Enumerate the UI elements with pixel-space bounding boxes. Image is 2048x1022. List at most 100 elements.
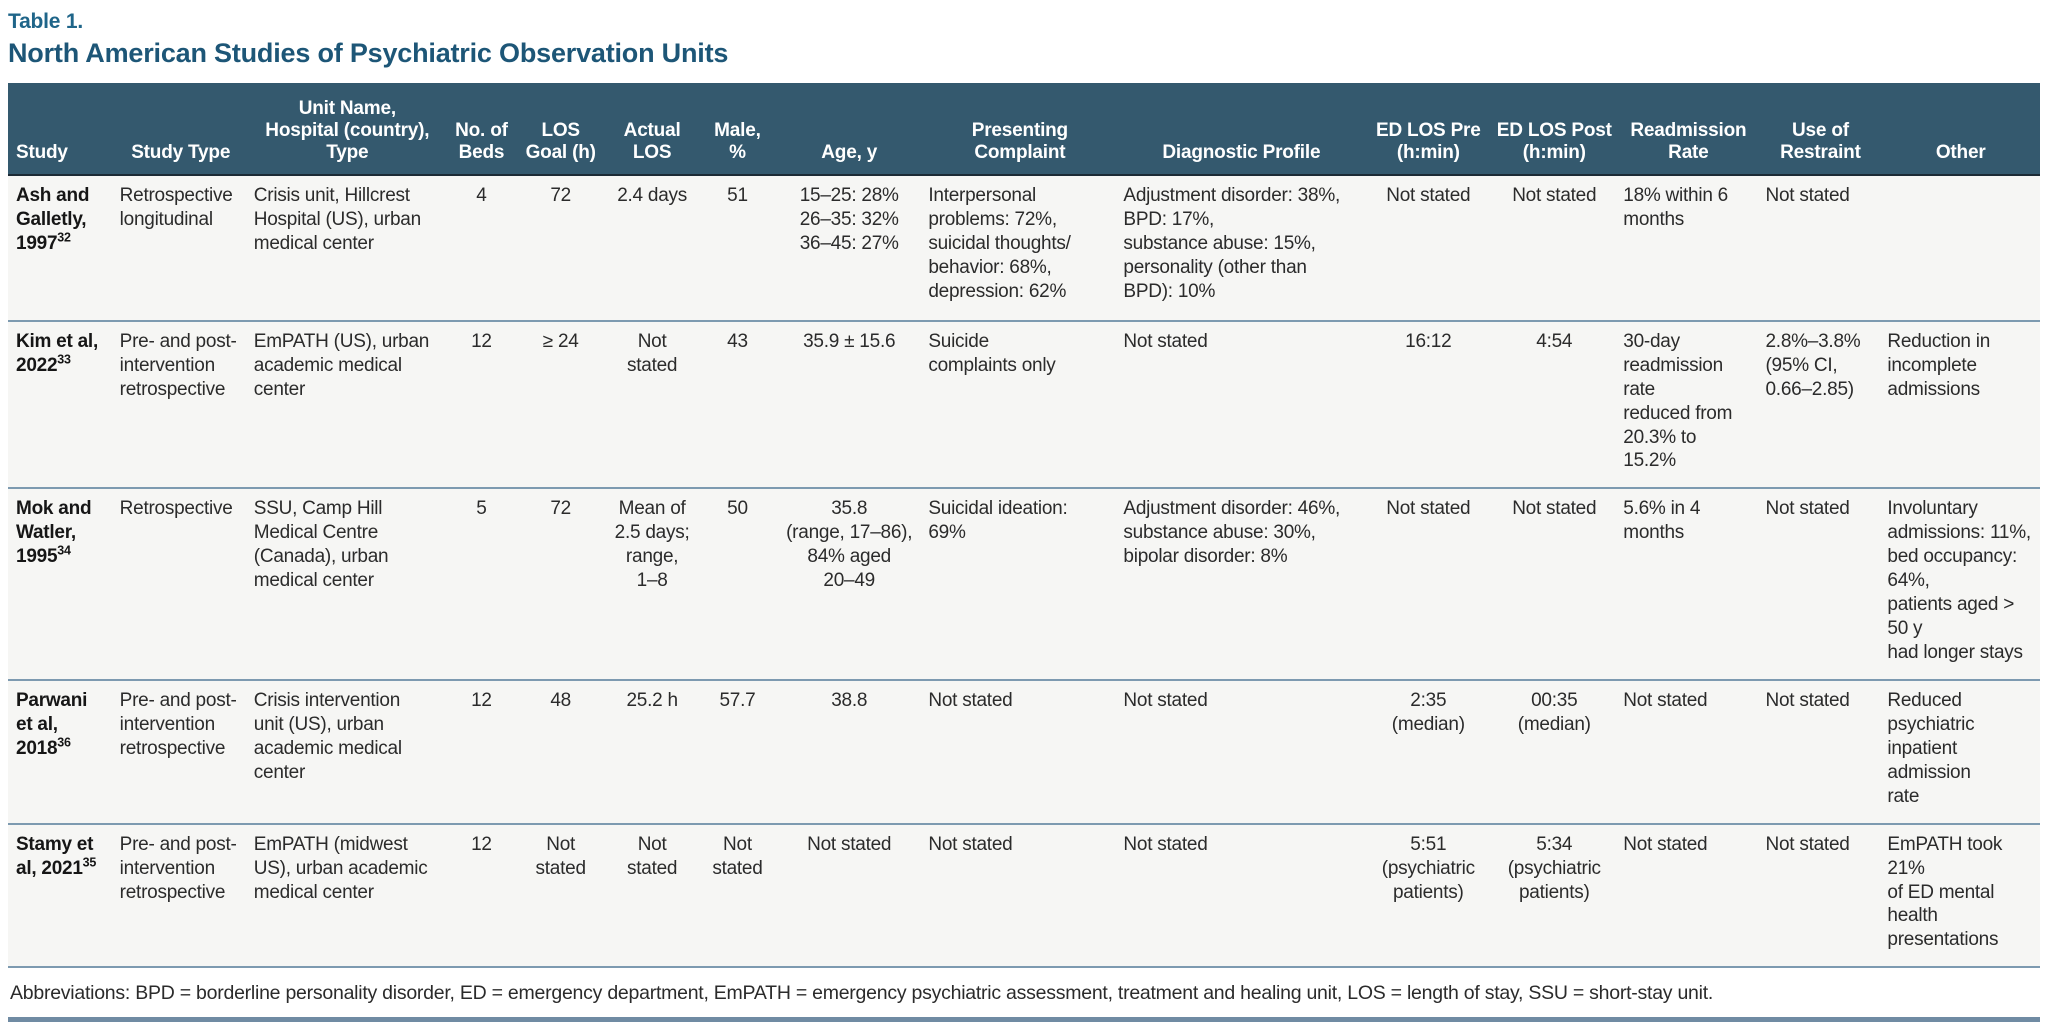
header-cell-type: Study Type: [113, 82, 248, 175]
cell-readmission: Not stated: [1617, 822, 1760, 969]
reference-superscript: 36: [57, 735, 71, 750]
cell-restraint: Not stated: [1759, 487, 1882, 680]
header-cell-beds: No. of Beds: [446, 82, 516, 175]
reference-superscript: 34: [57, 543, 71, 558]
cell-post: Not stated: [1491, 487, 1618, 680]
cell-post: 00:35 (median): [1491, 678, 1618, 824]
studies-table: Study Study Type Unit Name, Hospital (coun…: [8, 82, 2040, 969]
cell-goal: ≥ 24: [515, 319, 606, 489]
table-row: Parwani et al, 201836 Pre- and post- inte…: [8, 678, 2040, 824]
table-header: Study Study Type Unit Name, Hospital (coun…: [8, 82, 2040, 175]
header-cell-male: Male, %: [698, 82, 777, 175]
cell-diagnostic: Adjustment disorder: 46%, substance abus…: [1117, 487, 1366, 680]
cell-readmission: Not stated: [1617, 678, 1760, 824]
cell-male: 50: [698, 487, 777, 680]
abbreviations-note: Abbreviations: BPD = borderline personal…: [8, 982, 2040, 1022]
cell-study: Parwani et al, 201836: [8, 678, 114, 824]
cell-age: 15–25: 28% 26–35: 32% 36–45: 27%: [776, 173, 923, 321]
cell-readmission: 5.6% in 4 months: [1617, 487, 1760, 680]
cell-restraint: Not stated: [1759, 678, 1882, 824]
reference-superscript: 33: [57, 352, 71, 367]
cell-age: 38.8: [776, 678, 923, 824]
cell-goal: 72: [515, 487, 606, 680]
cell-unit: Crisis unit, Hillcrest Hospital (US), ur…: [247, 173, 447, 321]
cell-restraint: Not stated: [1759, 173, 1882, 321]
cell-age: 35.8 (range, 17–86), 84% aged 20–49: [776, 487, 923, 680]
table-row: Stamy et al, 202135 Pre- and post- interv…: [8, 822, 2040, 969]
cell-study: Mok and Watler, 199534: [8, 487, 114, 680]
cell-goal: 72: [515, 173, 606, 321]
cell-pre: 5:51 (psychiatric patients): [1365, 822, 1492, 969]
header-cell-unit: Unit Name, Hospital (country), Type: [247, 82, 447, 175]
cell-actual: Mean of 2.5 days; range, 1–8: [605, 487, 699, 680]
cell-pre: Not stated: [1365, 173, 1492, 321]
header-cell-age: Age, y: [776, 82, 923, 175]
cell-other: Reduction in incomplete admissions: [1881, 319, 2040, 489]
cell-actual: Not stated: [605, 822, 699, 969]
header-cell-study: Study: [8, 82, 114, 175]
cell-goal: Not stated: [515, 822, 606, 969]
cell-unit: Crisis intervention unit (US), urban aca…: [247, 678, 447, 824]
cell-beds: 12: [446, 319, 516, 489]
cell-other: Reduced psychiatric inpatient admission …: [1881, 678, 2040, 824]
cell-age: 35.9 ± 15.6: [776, 319, 923, 489]
cell-study: Stamy et al, 202135: [8, 822, 114, 969]
reference-superscript: 35: [82, 855, 97, 870]
cell-beds: 12: [446, 822, 516, 969]
cell-actual: 2.4 days: [605, 173, 699, 321]
cell-type: Retrospective: [113, 487, 248, 680]
cell-other: Involuntary admissions: 11%, bed occupan…: [1881, 487, 2040, 680]
header-cell-presenting: Presenting Complaint: [922, 82, 1118, 175]
cell-male: 57.7: [698, 678, 777, 824]
cell-diagnostic: Adjustment disorder: 38%, BPD: 17%, subs…: [1117, 173, 1366, 321]
table-row: Ash and Galletly, 199732 Retrospective lo…: [8, 173, 2040, 321]
cell-type: Pre- and post- intervention retrospectiv…: [113, 678, 248, 824]
cell-other: [1881, 173, 2040, 321]
cell-restraint: Not stated: [1759, 822, 1882, 969]
table-body: Ash and Galletly, 199732 Retrospective lo…: [8, 173, 2040, 969]
page-title: North American Studies of Psychiatric Ob…: [8, 38, 729, 69]
cell-age: Not stated: [776, 822, 923, 969]
cell-presenting: Suicide complaints only: [922, 319, 1118, 489]
cell-presenting: Not stated: [922, 822, 1118, 969]
table-row: Kim et al, 202233 Pre- and post- interven…: [8, 319, 2040, 489]
cell-beds: 5: [446, 487, 516, 680]
header-cell-readmission: Readmission Rate: [1617, 82, 1760, 175]
cell-readmission: 30-day readmission rate reduced from 20.…: [1617, 319, 1760, 489]
header-cell-goal: LOS Goal (h): [515, 82, 606, 175]
cell-unit: EmPATH (midwest US), urban academic medi…: [247, 822, 447, 969]
table-header-row: Study Study Type Unit Name, Hospital (coun…: [8, 82, 2040, 175]
header-cell-post: ED LOS Post (h:min): [1491, 82, 1618, 175]
cell-presenting: Not stated: [922, 678, 1118, 824]
cell-diagnostic: Not stated: [1117, 678, 1366, 824]
cell-pre: Not stated: [1365, 487, 1492, 680]
cell-presenting: Interpersonal problems: 72%, suicidal th…: [922, 173, 1118, 321]
cell-male: 43: [698, 319, 777, 489]
cell-restraint: 2.8%–3.8% (95% CI, 0.66–2.85): [1759, 319, 1882, 489]
cell-male: 51: [698, 173, 777, 321]
cell-unit: EmPATH (US), urban academic medical cent…: [247, 319, 447, 489]
header-cell-restraint: Use of Restraint: [1759, 82, 1882, 175]
header-cell-actual: Actual LOS: [605, 82, 699, 175]
reference-superscript: 32: [57, 230, 71, 245]
cell-beds: 4: [446, 173, 516, 321]
cell-pre: 2:35 (median): [1365, 678, 1492, 824]
cell-other: EmPATH took 21% of ED mental health pres…: [1881, 822, 2040, 969]
cell-goal: 48: [515, 678, 606, 824]
cell-type: Pre- and post- intervention retrospectiv…: [113, 822, 248, 969]
header-cell-other: Other: [1881, 82, 2040, 175]
header-cell-pre: ED LOS Pre (h:min): [1365, 82, 1492, 175]
cell-unit: SSU, Camp Hill Medical Centre (Canada), …: [247, 487, 447, 680]
table-row: Mok and Watler, 199534 Retrospective SSU, …: [8, 487, 2040, 680]
header-cell-diagnostic: Diagnostic Profile: [1117, 82, 1366, 175]
cell-presenting: Suicidal ideation: 69%: [922, 487, 1118, 680]
cell-beds: 12: [446, 678, 516, 824]
cell-male: Not stated: [698, 822, 777, 969]
cell-readmission: 18% within 6 months: [1617, 173, 1760, 321]
cell-diagnostic: Not stated: [1117, 822, 1366, 969]
cell-actual: Not stated: [605, 319, 699, 489]
cell-post: Not stated: [1491, 173, 1618, 321]
cell-study: Ash and Galletly, 199732: [8, 173, 114, 321]
cell-diagnostic: Not stated: [1117, 319, 1366, 489]
